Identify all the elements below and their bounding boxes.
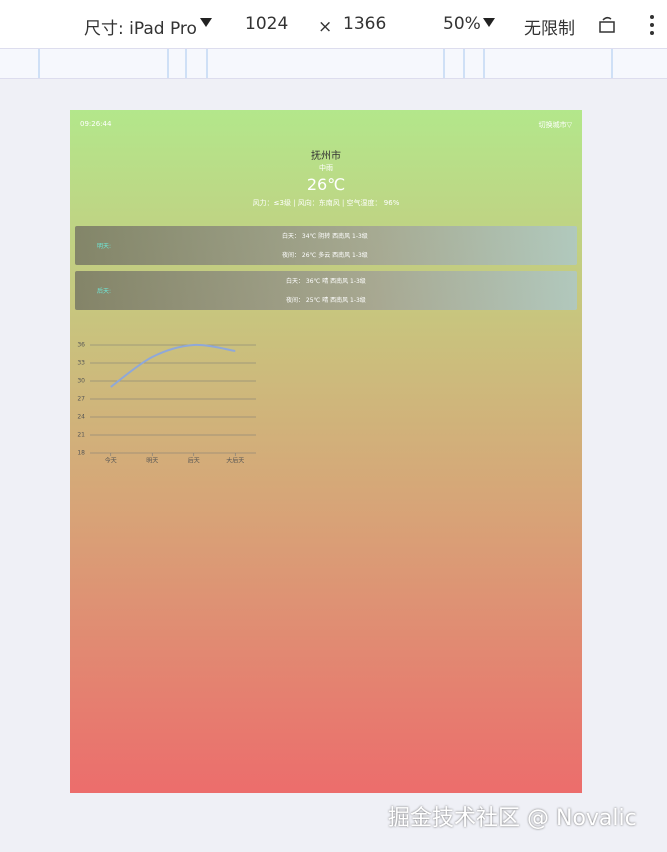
forecast-card: 明天: 白天： 34℃ 阴转 西南风 1-3级 夜间： 26℃ 多云 西南风 1…	[75, 226, 577, 265]
media-query-bar	[0, 49, 667, 79]
forecast-daytime: 白天： 36℃ 晴 西南风 1-3级	[286, 278, 366, 285]
device-select[interactable]: 尺寸: iPad Pro	[84, 19, 197, 39]
times: ×	[318, 17, 333, 37]
forecast-night: 夜间： 26℃ 多云 西南风 1-3级	[282, 252, 368, 259]
x-tick-label: 明天	[146, 458, 158, 465]
y-tick-label: 36	[77, 342, 85, 349]
width-input[interactable]: 1024	[245, 14, 289, 34]
city: 抚州市	[311, 151, 341, 162]
y-tick-label: 21	[77, 432, 85, 439]
y-tick-label: 18	[77, 450, 85, 457]
y-tick-label: 27	[77, 396, 85, 403]
forecast-card: 后天: 白天： 36℃ 晴 西南风 1-3级 夜间： 25℃ 晴 西南风 1-3…	[75, 271, 577, 310]
clock: 09:26:44	[80, 120, 112, 128]
weather: 中雨	[319, 164, 333, 172]
forecast-daytime: 白天： 34℃ 阴转 西南风 1-3级	[282, 233, 368, 240]
more-icon[interactable]	[648, 14, 656, 36]
throttle-select[interactable]: 无限制	[524, 19, 575, 39]
y-tick-label: 24	[77, 414, 85, 421]
forecast-day: 明天:	[97, 243, 112, 250]
switch-city[interactable]: 切换城市▽	[538, 121, 572, 129]
dropdown-icon	[200, 18, 212, 27]
rotate-icon[interactable]	[598, 15, 618, 35]
details: 风力：≤3级 | 风向：东南风 | 空气湿度： 96%	[252, 199, 400, 207]
dropdown-icon	[483, 18, 495, 27]
device-toolbar: 尺寸: iPad Pro 1024 × 1366 50% 无限制	[0, 0, 667, 49]
forecast-night: 夜间： 25℃ 晴 西南风 1-3级	[286, 297, 366, 304]
y-tick-label: 33	[77, 360, 85, 367]
temperature: 26℃	[306, 175, 346, 194]
height-input[interactable]: 1366	[343, 14, 387, 34]
x-tick-label: 后天	[188, 457, 200, 465]
zoom-select[interactable]: 50%	[443, 14, 481, 34]
watermark: 掘金技术社区 @ Novalic	[388, 806, 637, 831]
y-tick-label: 30	[77, 378, 85, 385]
forecast-day: 后天:	[97, 288, 112, 295]
temperature-chart: 18 21 24 27 30 33 36 今天 明天 后天 大后天	[77, 342, 256, 465]
x-tick-label: 今天	[105, 457, 117, 465]
x-tick-label: 大后天	[226, 457, 244, 465]
temperature-line	[110, 343, 236, 388]
app-screen: 09:26:44 切换城市▽ 抚州市 中雨 26℃ 风力：≤3级 | 风向：东南…	[70, 110, 582, 793]
